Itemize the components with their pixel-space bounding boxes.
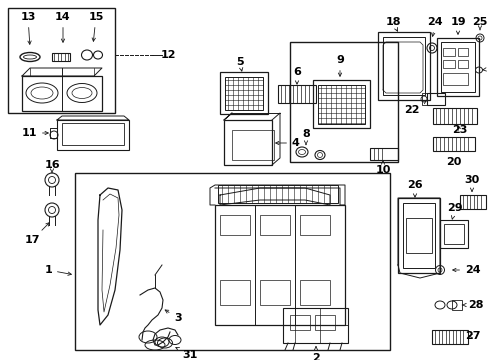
Bar: [224, 77, 263, 110]
Bar: [220, 215, 249, 235]
Text: 10: 10: [375, 161, 390, 175]
Text: 14: 14: [55, 12, 71, 42]
Bar: [402, 203, 434, 268]
Text: 6: 6: [292, 67, 300, 84]
Text: 1: 1: [44, 265, 71, 275]
Text: 18: 18: [385, 17, 400, 31]
Bar: [312, 80, 369, 128]
Bar: [457, 48, 467, 56]
Text: 22: 22: [404, 100, 426, 115]
Bar: [369, 148, 397, 160]
Bar: [75, 173, 389, 350]
Text: 23: 23: [451, 125, 467, 135]
Text: 16: 16: [44, 160, 60, 173]
Bar: [220, 280, 249, 305]
Bar: [289, 42, 397, 162]
Bar: [440, 42, 474, 92]
Bar: [426, 93, 444, 105]
Text: 11: 11: [21, 128, 48, 138]
Bar: [220, 72, 267, 114]
Text: 29: 29: [446, 203, 462, 219]
Text: 5: 5: [236, 57, 244, 71]
Bar: [8, 8, 115, 113]
Bar: [215, 205, 345, 325]
Bar: [278, 85, 315, 103]
Text: 9: 9: [335, 55, 343, 76]
Bar: [57, 120, 129, 150]
Bar: [283, 308, 347, 343]
Bar: [224, 120, 271, 165]
Text: 31: 31: [176, 347, 197, 360]
Text: 12: 12: [160, 50, 175, 60]
Bar: [442, 73, 467, 85]
Text: 4: 4: [275, 138, 299, 148]
Text: 25: 25: [471, 17, 487, 30]
Bar: [405, 218, 431, 253]
Text: 27: 27: [464, 331, 480, 341]
Bar: [299, 280, 329, 305]
Text: 21: 21: [482, 63, 488, 73]
Bar: [62, 123, 124, 145]
Bar: [382, 37, 424, 95]
Bar: [299, 215, 329, 235]
Bar: [397, 198, 439, 273]
Bar: [52, 53, 70, 61]
Bar: [457, 60, 467, 68]
Bar: [317, 85, 364, 124]
Bar: [218, 185, 337, 203]
Text: 24: 24: [452, 265, 480, 275]
Bar: [439, 220, 467, 248]
Bar: [231, 130, 273, 160]
Bar: [443, 224, 463, 244]
Bar: [432, 137, 474, 151]
Text: 24: 24: [427, 17, 442, 36]
Text: 2: 2: [311, 347, 319, 360]
Bar: [431, 330, 467, 344]
Text: 3: 3: [165, 310, 182, 323]
Bar: [260, 215, 289, 235]
Bar: [442, 60, 454, 68]
Bar: [459, 195, 485, 209]
Bar: [442, 48, 454, 56]
Text: 20: 20: [446, 157, 461, 167]
Bar: [314, 315, 334, 330]
Bar: [432, 108, 476, 124]
Bar: [22, 76, 102, 111]
Text: 30: 30: [464, 175, 479, 191]
Text: 17: 17: [24, 222, 49, 245]
Text: 26: 26: [407, 180, 422, 197]
Text: 15: 15: [88, 12, 103, 41]
Bar: [451, 300, 461, 310]
Bar: [436, 38, 478, 96]
Bar: [289, 315, 309, 330]
Text: 19: 19: [449, 17, 465, 34]
Bar: [260, 280, 289, 305]
Text: 8: 8: [302, 129, 309, 145]
Text: 13: 13: [20, 12, 36, 44]
Text: 28: 28: [462, 300, 483, 310]
Bar: [377, 32, 429, 100]
